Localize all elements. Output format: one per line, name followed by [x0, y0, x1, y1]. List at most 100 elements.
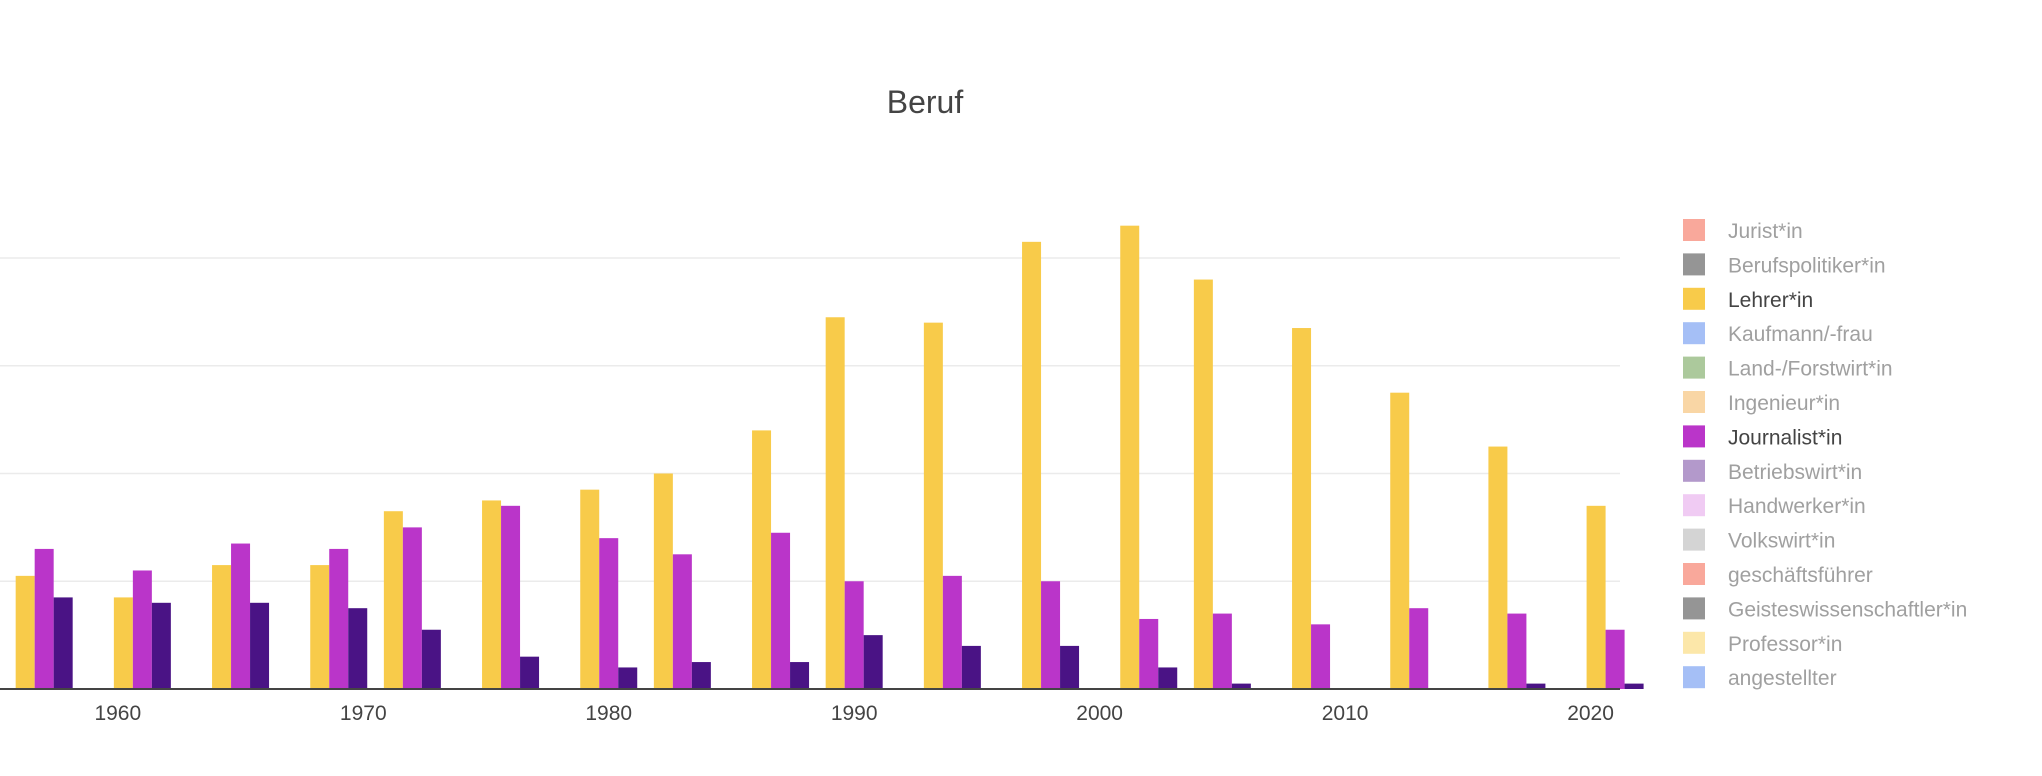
legend-item-ingenieurin[interactable]: Ingenieur*in — [1683, 391, 1840, 415]
bar-geisteswissenschaftlerin-1957[interactable] — [53, 597, 73, 689]
bar-journalistin-1969[interactable] — [329, 548, 349, 689]
bar-journalistin-2005[interactable] — [1212, 613, 1232, 689]
bar-journalistin-1972[interactable] — [402, 527, 422, 690]
bar-journalistin-1990[interactable] — [844, 581, 864, 689]
bar-geisteswissenschaftlerin-1987[interactable] — [790, 662, 810, 689]
x-tick-label-2000: 2000 — [1076, 702, 1123, 725]
bar-lehrerin-1983[interactable] — [653, 473, 673, 690]
legend-item-betriebswirtin[interactable]: Betriebswirt*in — [1683, 459, 1862, 484]
bar-lehrerin-1965[interactable] — [212, 565, 232, 689]
legend-item-kaufmannfrau[interactable]: Kaufmann/-frau — [1683, 322, 1873, 346]
gridlines — [0, 257, 1620, 582]
bar-journalistin-1976[interactable] — [501, 505, 521, 689]
bar-journalistin-2002[interactable] — [1139, 618, 1159, 689]
legend-swatch — [1683, 253, 1705, 276]
bar-lehrerin-2013[interactable] — [1390, 392, 1410, 689]
legend-label: Jurist*in — [1728, 220, 1803, 243]
legend-label: Land-/Forstwirt*in — [1728, 358, 1893, 381]
bar-journalistin-2017[interactable] — [1507, 613, 1527, 689]
legend-item-angestellter[interactable]: angestellter — [1683, 666, 1837, 690]
bar-lehrerin-1980[interactable] — [580, 489, 600, 689]
bar-lehrerin-1998[interactable] — [1022, 241, 1042, 689]
bar-journalistin-1980[interactable] — [599, 538, 619, 689]
legend-item-geschftsfhrer[interactable]: geschäftsführer — [1683, 563, 1873, 587]
legend-item-juristin[interactable]: Jurist*in — [1683, 219, 1803, 243]
bar-geisteswissenschaftlerin-1965[interactable] — [250, 602, 270, 689]
legend-label: Ingenieur*in — [1728, 392, 1840, 415]
x-tick-label-1990: 1990 — [831, 702, 878, 725]
bar-geisteswissenschaftlerin-1980[interactable] — [618, 667, 638, 689]
bar-geisteswissenschaftlerin-2002[interactable] — [1158, 667, 1178, 689]
legend-item-landforstwirtin[interactable]: Land-/Forstwirt*in — [1683, 356, 1893, 381]
bar-geisteswissenschaftlerin-2021[interactable] — [1624, 683, 1644, 689]
bar-journalistin-1961[interactable] — [132, 570, 152, 689]
bars — [15, 225, 1644, 690]
bar-lehrerin-2009[interactable] — [1292, 328, 1312, 689]
bar-lehrerin-2021[interactable] — [1586, 505, 1606, 689]
bar-geisteswissenschaftlerin-1994[interactable] — [961, 645, 981, 689]
bar-lehrerin-1990[interactable] — [825, 317, 845, 689]
bar-lehrerin-1972[interactable] — [383, 511, 403, 689]
bar-lehrerin-2017[interactable] — [1488, 446, 1508, 689]
bar-journalistin-1957[interactable] — [34, 548, 54, 689]
legend-swatch — [1683, 425, 1705, 448]
x-tick-label-1980: 1980 — [585, 702, 632, 725]
legend-label: Kaufmann/-frau — [1728, 323, 1873, 346]
bar-geisteswissenschaftlerin-2017[interactable] — [1526, 683, 1546, 689]
legend-item-journalistin[interactable]: Journalist*in — [1683, 425, 1842, 449]
legend-swatch — [1683, 528, 1705, 551]
legend-item-professorin[interactable]: Professor*in — [1683, 631, 1842, 656]
bar-geisteswissenschaftlerin-2005[interactable] — [1231, 683, 1251, 689]
legend-label: Volkswirt*in — [1728, 530, 1835, 553]
bar-geisteswissenschaftlerin-1976[interactable] — [520, 656, 540, 689]
bar-journalistin-2013[interactable] — [1409, 608, 1429, 689]
legend-label: Berufspolitiker*in — [1728, 254, 1886, 277]
legend-label: geschäftsführer — [1728, 564, 1873, 587]
bar-geisteswissenschaftlerin-1972[interactable] — [421, 629, 441, 689]
bar-geisteswissenschaftlerin-1998[interactable] — [1060, 645, 1080, 689]
bar-geisteswissenschaftlerin-1990[interactable] — [863, 635, 883, 690]
bar-lehrerin-1957[interactable] — [15, 575, 35, 689]
bar-geisteswissenschaftlerin-1961[interactable] — [151, 602, 171, 689]
bar-journalistin-1987[interactable] — [771, 532, 791, 689]
bar-lehrerin-1969[interactable] — [310, 565, 330, 689]
legend-item-berufspolitikerin[interactable]: Berufspolitiker*in — [1683, 253, 1886, 277]
x-axis-ticks: 1960 1970 1980 1990 2000 2010 2020 — [94, 702, 1613, 725]
bar-lehrerin-1976[interactable] — [482, 500, 502, 689]
legend: Jurist*in Berufspolitiker*in Lehrer*in Kauf… — [1683, 219, 1967, 690]
bar-journalistin-1998[interactable] — [1041, 581, 1061, 689]
bar-geisteswissenschaftlerin-1969[interactable] — [348, 608, 368, 689]
bar-journalistin-2021[interactable] — [1605, 629, 1625, 689]
legend-swatch — [1683, 356, 1705, 379]
legend-label: Betriebswirt*in — [1728, 461, 1862, 484]
legend-item-lehrerin[interactable]: Lehrer*in — [1683, 287, 1813, 312]
legend-item-volkswirtin[interactable]: Volkswirt*in — [1683, 528, 1835, 553]
legend-swatch — [1683, 287, 1705, 310]
legend-swatch — [1683, 494, 1705, 517]
x-tick-label-1970: 1970 — [340, 702, 387, 725]
legend-swatch — [1683, 459, 1705, 482]
bar-lehrerin-1961[interactable] — [113, 597, 133, 689]
legend-item-geisteswissenschaftlerin[interactable]: Geisteswissenschaftler*in — [1683, 597, 1967, 621]
bar-journalistin-1994[interactable] — [942, 575, 962, 689]
legend-swatch — [1683, 219, 1705, 241]
x-tick-label-2020: 2020 — [1567, 702, 1614, 725]
legend-label: angestellter — [1728, 667, 1837, 690]
legend-label: Geisteswissenschaftler*in — [1728, 598, 1967, 621]
legend-swatch — [1683, 563, 1705, 585]
bar-journalistin-2009[interactable] — [1311, 624, 1331, 689]
bar-geisteswissenschaftlerin-1983[interactable] — [691, 662, 711, 689]
bar-lehrerin-2005[interactable] — [1193, 279, 1213, 689]
legend-swatch — [1683, 322, 1705, 345]
legend-label: Handwerker*in — [1728, 495, 1866, 518]
legend-swatch — [1683, 391, 1705, 413]
bar-lehrerin-1994[interactable] — [923, 322, 943, 689]
bar-lehrerin-2002[interactable] — [1120, 225, 1140, 689]
bar-journalistin-1983[interactable] — [672, 554, 692, 689]
bar-lehrerin-1987[interactable] — [752, 430, 772, 689]
legend-swatch — [1683, 631, 1705, 654]
bar-journalistin-1965[interactable] — [231, 543, 251, 689]
legend-item-handwerkerin[interactable]: Handwerker*in — [1683, 494, 1866, 518]
